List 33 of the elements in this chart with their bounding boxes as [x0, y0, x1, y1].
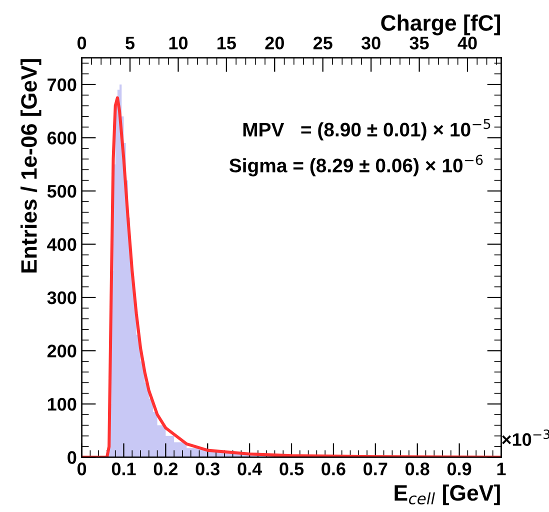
x2-axis-title: Charge [fC] [381, 14, 500, 36]
x-tick-label: 0.8 [406, 462, 430, 476]
x2-tick-label: 20 [265, 36, 284, 50]
x-tick-label: 0.2 [154, 462, 178, 476]
y-tick-label: 600 [47, 132, 76, 144]
x-tick-label: 0.5 [280, 462, 304, 476]
x-tick-label: 0.1 [112, 462, 136, 476]
x-tick-label: 0.9 [447, 462, 472, 476]
y-tick-label: 100 [48, 398, 76, 411]
y-tick-label: 500 [47, 184, 76, 198]
y-axis-title: Entries / 1e-06 [GeV] [20, 59, 42, 272]
x2-tick-label: 10 [169, 36, 188, 50]
x2-tick-label: 30 [361, 36, 380, 50]
x-tick-label: 0 [77, 462, 86, 476]
x2-tick-label: 40 [458, 36, 477, 50]
x-tick-label: 0.6 [322, 462, 346, 476]
y-tick-label: 300 [47, 291, 76, 304]
annotation: MPV = (8.90 ± 0.01) × 10$^{−5}$ [243, 118, 490, 140]
x2-tick-label: 25 [313, 36, 332, 50]
x-tick-label: 0.3 [196, 462, 220, 476]
y-tick-label: 400 [47, 238, 76, 251]
x-tick-label: 0.7 [364, 462, 388, 476]
x-tick-label: 0.4 [238, 462, 262, 476]
x2-tick-label: 5 [126, 36, 135, 50]
x-tick-label: 1 [497, 462, 506, 476]
y-tick-label: 0 [68, 451, 76, 464]
x2-tick-label: 35 [410, 36, 429, 50]
x-axis-title: E$_{cell}$ [GeV] [394, 484, 500, 506]
y-tick-label: 200 [47, 344, 76, 358]
x2-tick-label: 15 [218, 36, 236, 50]
annotation: Sigma = (8.29 ± 0.06) × 10$^{−6}$ [229, 154, 483, 176]
y-tick-label: 700 [48, 78, 76, 92]
x2-tick-label: 0 [77, 36, 86, 50]
